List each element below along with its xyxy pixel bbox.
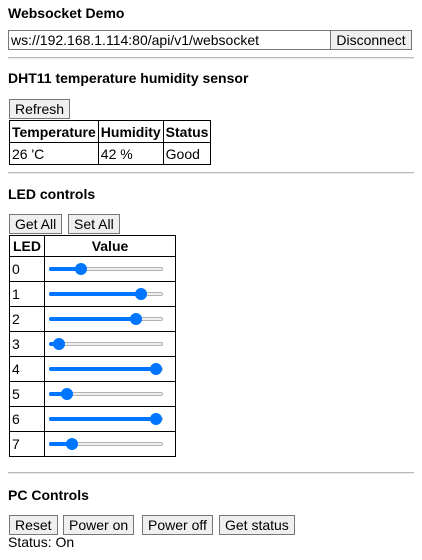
led-value-cell [44,431,176,457]
dht-table: Temperature Humidity Status 26 'C 42 % G… [9,120,212,165]
humidity-header: Humidity [97,120,164,143]
led-id: 3 [9,331,45,357]
pc-status-text: Status: On [8,534,75,550]
refresh-button[interactable]: Refresh [9,99,71,119]
power-off-button[interactable]: Power off [142,515,213,535]
led-value-cell [44,256,176,282]
slider-thumb[interactable] [61,388,74,400]
led-row: 2 [9,306,176,332]
led-value-cell [44,331,176,357]
pc-heading: PC Controls [8,487,89,503]
led-slider-3[interactable] [49,333,163,355]
divider [8,472,414,474]
dht-heading: DHT11 temperature humidity sensor [8,70,249,86]
led-id: 5 [9,381,45,407]
led-slider-7[interactable] [49,433,163,455]
led-id: 6 [9,406,45,432]
divider [8,57,414,59]
slider-fill [49,367,156,371]
led-id: 2 [9,306,45,332]
dht-value-row: 26 'C 42 % Good [9,142,212,165]
slider-fill [49,442,73,446]
led-value-cell [44,406,176,432]
led-row: 0 [9,256,176,282]
led-id: 7 [9,431,45,457]
led-row: 4 [9,356,176,382]
temperature-header: Temperature [9,120,99,143]
dht-header-row: Temperature Humidity Status [9,120,212,143]
slider-fill [49,292,141,296]
temperature-value: 26 'C [9,142,99,165]
led-id: 1 [9,281,45,307]
led-heading: LED controls [8,186,96,202]
slider-thumb[interactable] [66,438,79,450]
slider-track [49,342,163,346]
disconnect-button[interactable]: Disconnect [330,30,412,50]
led-header-row: LED Value [9,235,176,257]
get-all-button[interactable]: Get All [9,214,63,234]
led-row: 1 [9,281,176,307]
divider [8,172,414,174]
reset-button[interactable]: Reset [9,515,58,535]
led-slider-4[interactable] [49,358,163,380]
humidity-value: 42 % [97,142,164,165]
slider-fill [49,417,156,421]
slider-thumb[interactable] [149,413,162,425]
led-value-cell [44,281,176,307]
set-all-button[interactable]: Set All [68,214,120,234]
status-header: Status [162,120,212,143]
websocket-heading: Websocket Demo [8,5,125,21]
led-column-header: LED [9,235,45,257]
led-row: 7 [9,431,176,457]
status-value: Good [162,142,212,165]
led-row: 6 [9,406,176,432]
get-status-button[interactable]: Get status [219,515,295,535]
led-slider-0[interactable] [49,258,163,280]
led-id: 0 [9,256,45,282]
slider-fill [49,392,68,396]
power-on-button[interactable]: Power on [63,515,135,535]
led-slider-6[interactable] [49,408,163,430]
led-id: 4 [9,356,45,382]
slider-thumb[interactable] [53,338,66,350]
led-slider-1[interactable] [49,283,163,305]
websocket-url-input[interactable] [8,30,331,50]
led-slider-5[interactable] [49,383,163,405]
slider-thumb[interactable] [134,288,147,300]
value-column-header: Value [44,235,176,257]
slider-thumb[interactable] [129,313,142,325]
led-slider-2[interactable] [49,308,163,330]
slider-fill [49,317,136,321]
led-value-cell [44,356,176,382]
slider-thumb[interactable] [74,263,87,275]
led-value-cell [44,306,176,332]
slider-fill [49,267,81,271]
led-row: 3 [9,331,176,357]
led-row: 5 [9,381,176,407]
led-value-cell [44,381,176,407]
slider-thumb[interactable] [149,363,162,375]
